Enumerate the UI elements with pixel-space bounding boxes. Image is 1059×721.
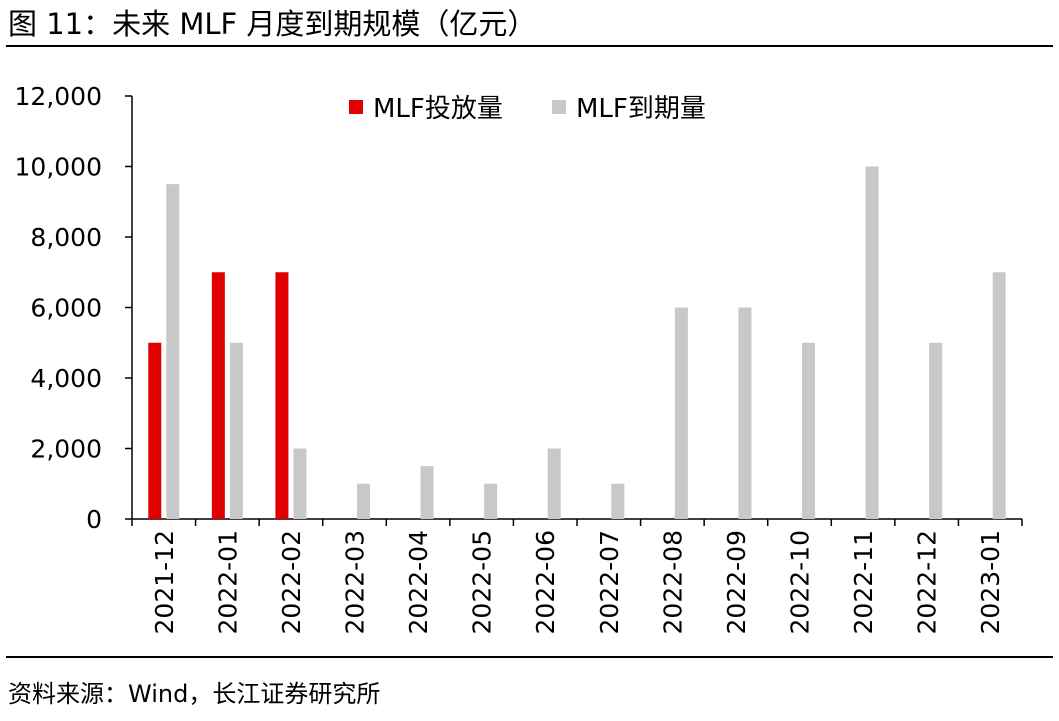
bar-maturity (865, 166, 879, 519)
bar-maturity (293, 448, 307, 519)
x-tick-label: 2022-02 (277, 530, 306, 634)
y-tick-label: 4,000 (30, 364, 102, 393)
legend: MLF投放量 MLF到期量 (349, 94, 706, 124)
x-tick-label: 2022-04 (404, 530, 433, 634)
y-axis: 0 2,000 4,000 6,000 8,000 10,000 12,000 (15, 82, 133, 534)
y-tick-label: 8,000 (30, 223, 102, 252)
x-tick-label: 2022-07 (595, 530, 624, 634)
legend-label: MLF到期量 (576, 94, 706, 124)
bar-maturity (229, 342, 243, 519)
bar-maturity (547, 448, 561, 519)
y-tick-label: 10,000 (15, 153, 102, 182)
bar-maturity (929, 342, 943, 519)
y-tick-label: 12,000 (15, 82, 102, 111)
bar-issuance (275, 272, 289, 519)
x-tick-label: 2022-03 (341, 530, 370, 634)
x-tick-label: 2022-11 (849, 530, 878, 634)
bar-maturity (738, 307, 752, 519)
x-axis: 2021-12 2022-01 2022-02 2022-03 2022-04 2022-… (131, 518, 1023, 634)
x-tick-label: 2023-01 (976, 530, 1005, 634)
figure-title: 图 11：未来 MLF 月度到期规模（亿元） (8, 7, 537, 41)
legend-swatch (552, 100, 566, 114)
legend-swatch (349, 100, 363, 114)
legend-label: MLF投放量 (373, 94, 503, 124)
y-tick-label: 6,000 (30, 294, 102, 323)
footer-divider (6, 656, 1053, 658)
bar-maturity (802, 342, 815, 519)
x-tick-label: 2022-10 (786, 530, 815, 634)
x-tick-label: 2021-12 (150, 530, 179, 634)
source-note: 资料来源：Wind，长江证券研究所 (8, 680, 381, 708)
x-tick-label: 2022-09 (722, 530, 751, 634)
bar-maturity (674, 307, 688, 519)
x-tick-label: 2022-01 (213, 530, 242, 634)
bars (148, 166, 1006, 519)
y-tick-label: 0 (86, 505, 102, 534)
x-tick-label: 2022-06 (531, 530, 560, 634)
bar-maturity (992, 272, 1006, 519)
bar-maturity (166, 184, 180, 519)
bar-maturity (611, 483, 625, 519)
bar-maturity (357, 483, 370, 519)
x-tick-label: 2022-08 (658, 530, 687, 634)
x-tick-label: 2022-05 (468, 530, 497, 634)
bar-maturity (484, 483, 498, 519)
bar-maturity (420, 466, 434, 519)
bar-issuance (148, 342, 162, 519)
bar-issuance (211, 272, 225, 519)
title-divider (6, 45, 1053, 47)
x-tick-label: 2022-12 (913, 530, 942, 634)
y-tick-label: 2,000 (30, 435, 102, 464)
